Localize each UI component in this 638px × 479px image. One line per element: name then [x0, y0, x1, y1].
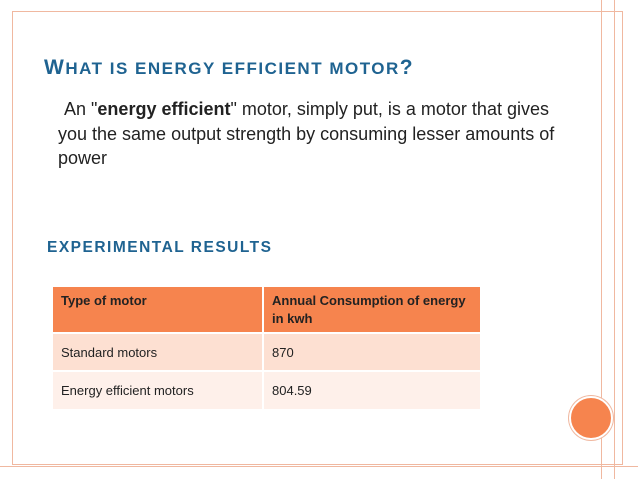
table-row: Energy efficient motors 804.59: [53, 370, 480, 409]
title-part: IS: [109, 59, 136, 78]
table-header-row: Type of motor Annual Consumption of ener…: [53, 287, 480, 333]
paragraph-text: An ": [64, 99, 98, 119]
table-header-cell: Annual Consumption of energy in kwh: [263, 287, 480, 333]
results-table: Type of motor Annual Consumption of ener…: [53, 287, 480, 409]
right-rule-line: [601, 0, 602, 479]
bottom-rule-line: [0, 466, 638, 467]
table-cell: Energy efficient motors: [53, 370, 264, 409]
title-part: HAT: [65, 59, 110, 78]
title-part: EFFICIENT: [221, 59, 330, 78]
title-part: MOTOR: [329, 59, 400, 78]
table-cell: Standard motors: [53, 332, 264, 371]
paragraph-text: " motor, simply put, is a motor that giv…: [58, 99, 555, 168]
table-cell: 804.59: [263, 370, 480, 409]
section-heading: EXPERIMENTAL RESULTS: [47, 239, 273, 256]
definition-paragraph: An "energy efficient" motor, simply put,…: [58, 97, 558, 171]
paragraph-bold-term: energy efficient: [97, 99, 231, 119]
table-cell: 870: [263, 332, 480, 371]
title-part: W: [44, 56, 66, 79]
right-rule-line: [614, 0, 615, 479]
table-row: Standard motors 870: [53, 332, 480, 371]
decorative-circle-icon: [569, 396, 613, 440]
title-part: ENERGY: [135, 59, 222, 78]
slide-title: WHAT IS ENERGY EFFICIENT MOTOR?: [44, 56, 414, 80]
table-header-cell: Type of motor: [53, 287, 264, 333]
title-part: ?: [399, 56, 415, 79]
